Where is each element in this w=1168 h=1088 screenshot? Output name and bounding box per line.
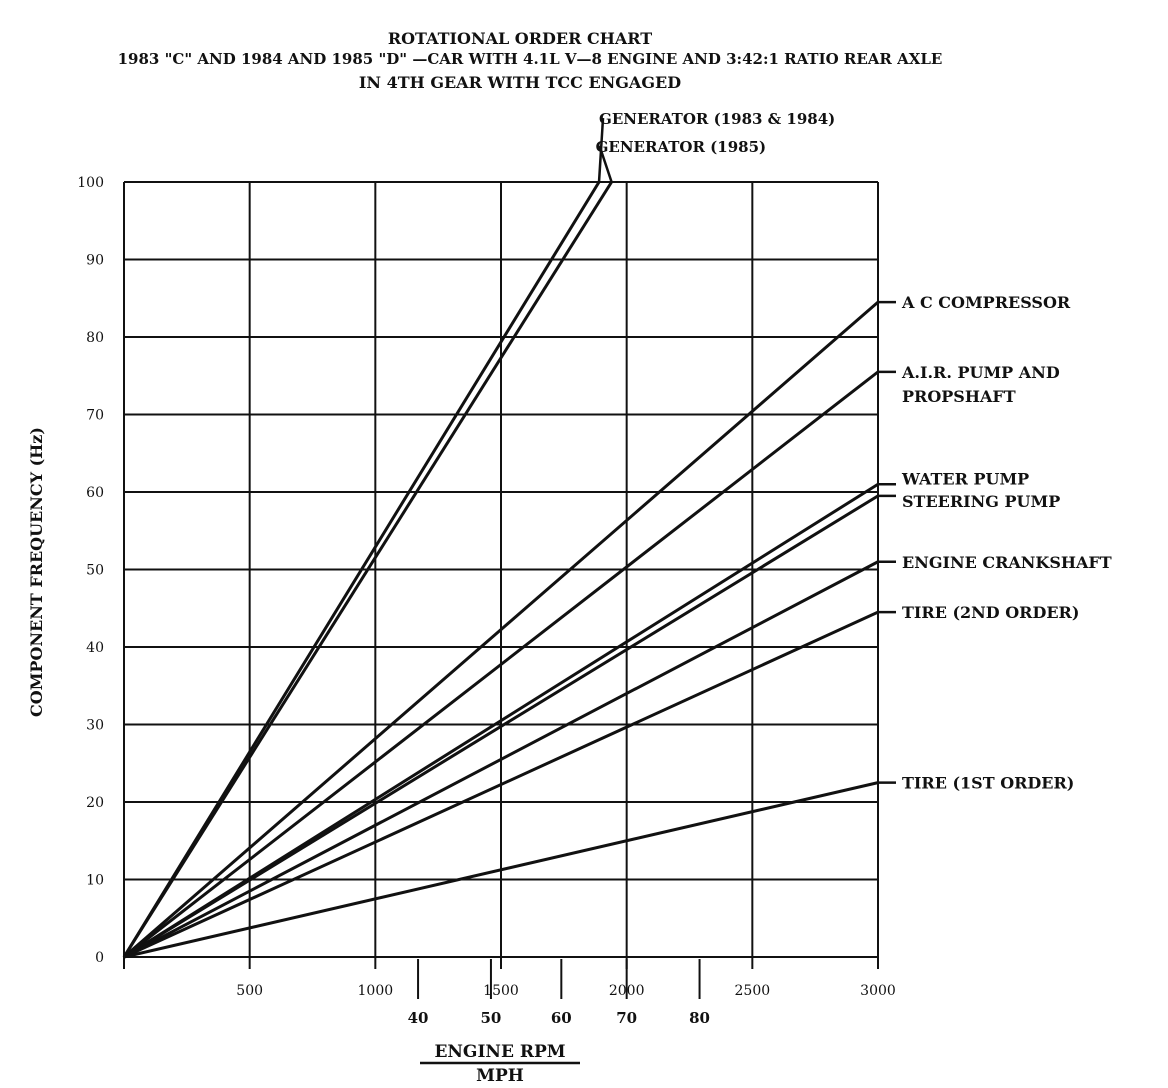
chart-title-line-3: IN 4TH GEAR WITH TCC ENGAGED	[359, 73, 681, 92]
series-label: STEERING PUMP	[902, 492, 1060, 511]
y-tick-label: 80	[86, 330, 104, 346]
series-label: A C COMPRESSOR	[901, 293, 1071, 312]
mph-tick-label: 80	[689, 1009, 710, 1027]
series-label: A.I.R. PUMP AND	[901, 363, 1060, 382]
series-line	[123, 494, 879, 959]
series-line	[123, 781, 879, 959]
y-tick-label: 40	[86, 640, 104, 656]
series-line	[123, 560, 879, 959]
y-axis-ticks: 0 10 20 30 40 50 60 70 80 90 100	[77, 175, 104, 966]
x-axis-label-mph: MPH	[476, 1066, 524, 1086]
mph-tick-label: 50	[481, 1009, 502, 1027]
series-label: TIRE (1ST ORDER)	[902, 774, 1074, 793]
chart-grid	[123, 181, 879, 969]
chart-title: ROTATIONAL ORDER CHART 1983 "C" AND 1984…	[118, 29, 943, 92]
x-tick-label: 2500	[735, 983, 771, 999]
y-tick-label: 20	[86, 795, 104, 811]
y-tick-label: 60	[86, 485, 104, 501]
chart-title-line-1: ROTATIONAL ORDER CHART	[388, 29, 652, 48]
series-line	[122, 181, 601, 958]
series-label: GENERATOR (1983 & 1984)	[599, 110, 835, 128]
y-tick-label: 10	[86, 873, 104, 889]
x-tick-label: 1500	[483, 983, 519, 999]
chart-series	[122, 181, 879, 959]
y-tick-label: 0	[95, 950, 104, 966]
mph-tick-label: 40	[408, 1009, 429, 1027]
series-line	[122, 181, 613, 958]
series-label: PROPSHAFT	[902, 387, 1016, 406]
series-line	[123, 482, 879, 959]
y-tick-label: 50	[86, 563, 104, 579]
series-label: GENERATOR (1985)	[596, 138, 767, 156]
series-label: ENGINE CRANKSHAFT	[902, 553, 1112, 572]
y-tick-label: 30	[86, 718, 104, 734]
y-tick-label: 90	[86, 253, 104, 269]
series-label: TIRE (2ND ORDER)	[902, 603, 1079, 622]
x-tick-label: 500	[236, 983, 263, 999]
series-line	[123, 300, 879, 959]
y-tick-label: 70	[86, 408, 104, 424]
chart-title-line-2: 1983 "C" AND 1984 AND 1985 "D" —CAR WITH…	[118, 50, 943, 68]
mph-tick-label: 60	[551, 1009, 572, 1027]
label-leader	[598, 145, 613, 183]
x-tick-label: 1000	[358, 983, 394, 999]
y-tick-label: 100	[77, 175, 104, 191]
x-axis-ticks: 50010001500200025003000	[236, 983, 896, 999]
series-labels: GENERATOR (1983 & 1984) GENERATOR (1985) A…	[596, 110, 1112, 793]
y-axis-label: COMPONENT FREQUENCY (Hz)	[27, 427, 46, 717]
series-line	[123, 610, 879, 959]
x-axis-label: ENGINE RPM	[434, 1042, 565, 1062]
x-tick-label: 3000	[860, 983, 896, 999]
series-line	[123, 370, 879, 959]
series-label: WATER PUMP	[901, 469, 1029, 488]
mph-axis-ticks: 40 50 60 70 80	[408, 959, 710, 1027]
mph-tick-label: 70	[616, 1009, 637, 1027]
